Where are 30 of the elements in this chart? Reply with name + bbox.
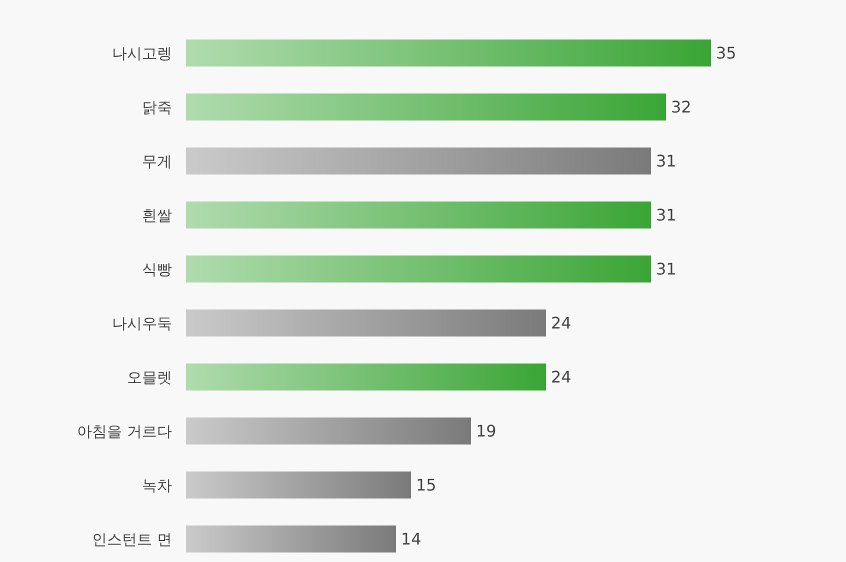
y-tick-label: 식빵: [142, 260, 172, 278]
bar: [186, 256, 651, 282]
y-tick-label: 아침을 거르다: [77, 422, 172, 440]
y-tick-label: 무게: [142, 152, 172, 170]
data-label: 31: [656, 206, 676, 225]
y-tick-label: 닭죽: [142, 98, 172, 116]
bar: [186, 310, 546, 336]
bar: [186, 526, 396, 552]
bar: [186, 472, 411, 498]
bar: [186, 202, 651, 228]
y-tick-label: 오믈렛: [127, 368, 172, 386]
bar: [186, 364, 546, 390]
y-tick-label: 인스턴트 면: [92, 530, 172, 548]
data-label: 24: [551, 368, 572, 387]
data-label: 32: [671, 98, 692, 117]
data-label: 15: [416, 476, 436, 495]
data-label: 35: [716, 44, 736, 63]
y-tick-label: 흰쌀: [142, 206, 172, 224]
y-tick-label: 나시고렝: [112, 44, 172, 62]
data-label: 14: [401, 530, 422, 549]
bar: [186, 40, 711, 66]
data-label: 31: [656, 260, 676, 279]
bar: [186, 148, 651, 174]
y-tick-label: 나시우둑: [112, 314, 172, 332]
data-label: 31: [656, 152, 676, 171]
bar: [186, 418, 471, 444]
data-label: 24: [551, 314, 572, 333]
bar: [186, 94, 666, 120]
y-tick-label: 녹차: [142, 476, 172, 494]
data-label: 19: [476, 422, 496, 441]
